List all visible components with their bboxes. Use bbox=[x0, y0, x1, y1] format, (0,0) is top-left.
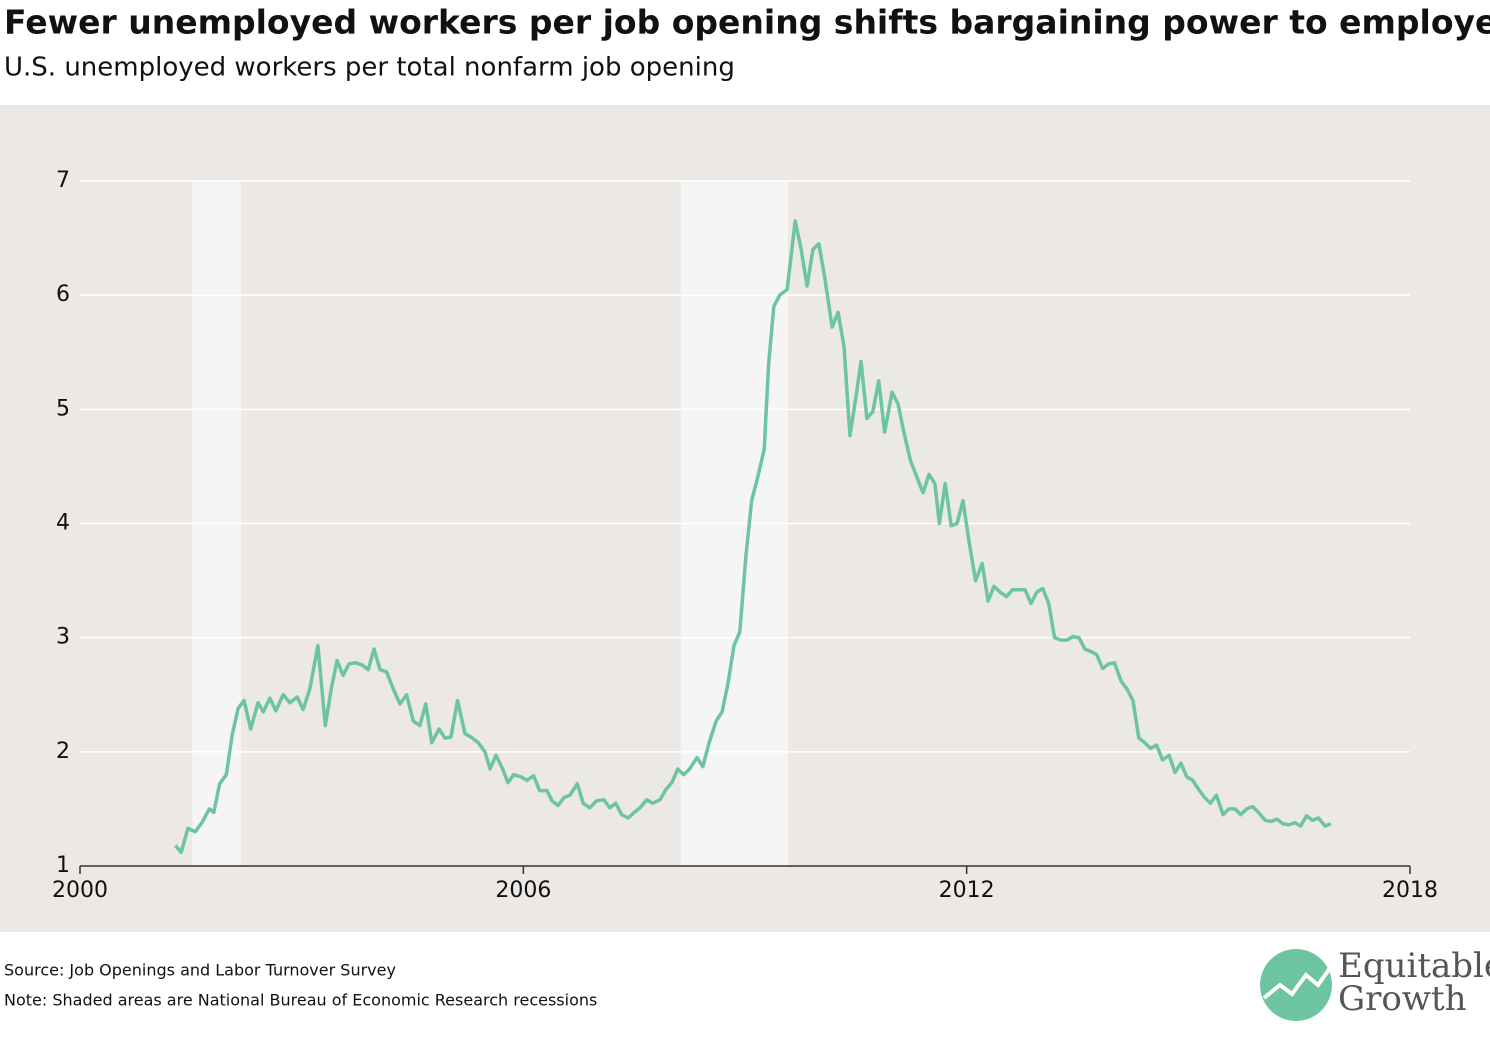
logo: Equitable Growth bbox=[1260, 946, 1490, 1021]
y-tick-label: 1 bbox=[56, 853, 70, 878]
chart-title: Fewer unemployed workers per job opening… bbox=[4, 3, 1490, 42]
data-line bbox=[173, 219, 1332, 855]
logo-circle bbox=[1260, 949, 1332, 1021]
y-tick-label: 7 bbox=[56, 168, 70, 193]
y-tick-label: 3 bbox=[56, 625, 70, 650]
chart-subtitle: U.S. unemployed workers per total nonfar… bbox=[4, 53, 735, 83]
y-tick-label: 4 bbox=[56, 511, 70, 536]
x-tick-label: 2012 bbox=[939, 878, 995, 903]
logo-line bbox=[1262, 966, 1332, 1000]
x-tick-label: 2006 bbox=[495, 878, 551, 903]
y-tick-label: 5 bbox=[56, 396, 70, 421]
brand-line1: Equitable bbox=[1338, 946, 1490, 986]
plot: 1 2 3 4 5 6 7 2000 2006 2012 2018 bbox=[52, 168, 1438, 903]
y-tick-label: 6 bbox=[56, 282, 70, 307]
brand-line2: Growth bbox=[1338, 979, 1467, 1019]
note: Note: Shaded areas are National Bureau o… bbox=[4, 991, 597, 1010]
x-tick-label: 2000 bbox=[52, 878, 108, 903]
y-tick-label: 2 bbox=[56, 739, 70, 764]
x-tick-label: 2018 bbox=[1382, 878, 1438, 903]
source: Source: Job Openings and Labor Turnover … bbox=[4, 961, 396, 980]
